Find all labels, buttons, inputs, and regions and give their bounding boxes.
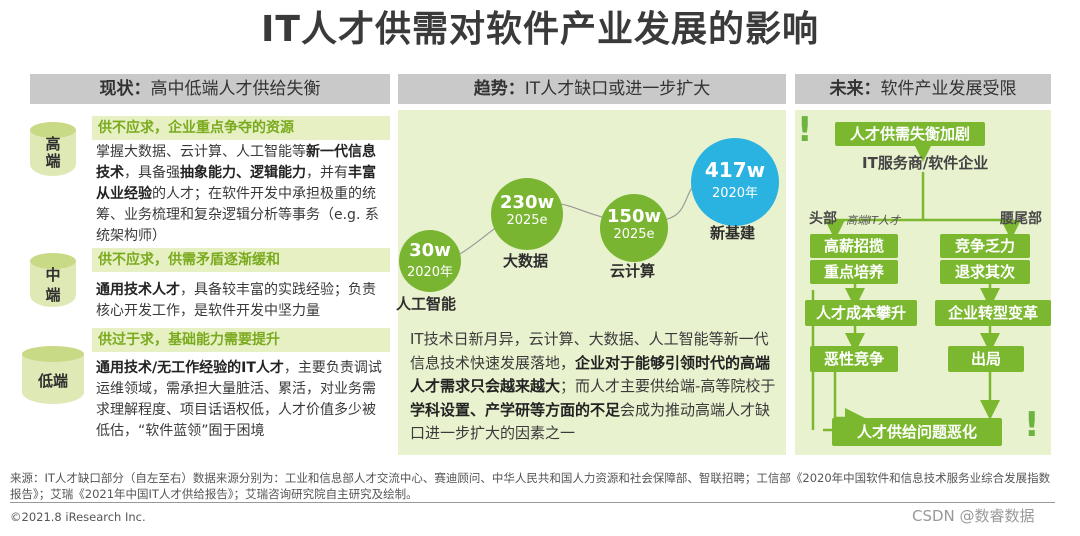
copyright: ©2021.8 iResearch Inc. — [10, 510, 146, 524]
label-tail: 腰尾部 — [1000, 211, 1042, 227]
label-head: 头部 — [809, 211, 837, 227]
block-mid: 供不应求，供需矛盾逐渐缓和 通用技术人才，具备较丰富的实践经验；负责核心开发工作… — [92, 248, 390, 322]
right-subtitle: IT服务商/软件企业 — [862, 154, 989, 172]
bubble-cloud-label: 云计算 — [610, 262, 656, 280]
header-future-text: 软件产业发展受限 — [880, 79, 1017, 99]
bubble-ai: 30w 2020年 — [399, 230, 461, 292]
tier-label-high: 高端 — [45, 135, 61, 170]
body-text: 会成为推动高端人才缺口进一步扩大的因素之一 — [410, 400, 771, 443]
body-text: 掌握大数据、云计算、人工智能等 — [96, 144, 306, 160]
box-vicious-competition: 恶性竞争 — [810, 346, 898, 372]
cylinder-high-icon: 高端 — [30, 122, 76, 176]
alert-bottom-icon: ! — [1024, 405, 1040, 445]
header-future: 未来：软件产业发展受限 — [795, 74, 1051, 104]
bubble-ai-value: 30w — [409, 240, 451, 261]
page-title: IT人才供需对软件产业发展的影响 — [261, 9, 819, 50]
box-exit: 出局 — [948, 346, 1024, 372]
body-text: ，主要负责调试运维领域，需承担大量脏活、累活，对业务需求理解程度、项目话语权低，… — [96, 360, 382, 439]
box-key-training: 重点培养 — [810, 260, 898, 284]
block-low: 供过于求，基础能力需要提升 通用技术/无工作经验的IT人才，主要负责调试运维领域… — [92, 328, 390, 442]
bubble-cloud-year: 2025e — [613, 227, 655, 242]
emphasis-text: 通用技术人才 — [96, 282, 180, 298]
header-status-text: 高中低端人才供给失衡 — [150, 79, 321, 99]
bubble-bigdata-year: 2025e — [506, 213, 548, 228]
cylinder-low-icon: 低端 — [22, 346, 84, 404]
bubble-newinfra-label: 新基建 — [710, 224, 756, 242]
bubble-bigdata-label: 大数据 — [503, 252, 549, 270]
body-text: ，具备强 — [124, 165, 180, 181]
header-trend: 趋势：IT人才缺口或进一步扩大 — [398, 74, 786, 104]
header-future-key: 未来： — [829, 79, 881, 99]
emphasis-text: 通用技术/无工作经验的IT人才 — [96, 360, 284, 376]
alert-top-icon: ! — [797, 110, 813, 150]
tier-label-low: 低端 — [37, 372, 68, 390]
tier-mid: 中端 — [22, 253, 84, 307]
arrow-note: 高端IT人才 — [846, 214, 900, 227]
body-text: ，具备较丰富的实践经验；负责核心开发工作，是软件开发中坚力量 — [96, 282, 376, 319]
tier-label-mid: 中端 — [45, 266, 61, 304]
bubble-cloud: 150w 2025e — [600, 194, 668, 262]
bubble-cloud-value: 150w — [606, 206, 662, 227]
bubble-newinfra: 417w 2020年 — [691, 138, 779, 226]
body-text: ；而人才主要供给端-高等院校于 — [560, 377, 776, 395]
box-cost-rise: 人才成本攀升 — [805, 300, 917, 326]
cylinder-mid-icon: 中端 — [30, 253, 76, 307]
header-status: 现状：高中低端人才供给失衡 — [30, 74, 390, 104]
box-transformation: 企业转型变革 — [935, 300, 1051, 326]
box-imbalance: 人才供需失衡加剧 — [835, 122, 985, 146]
bubble-newinfra-value: 417w — [704, 158, 766, 182]
watermark: CSDN @数睿数据 — [912, 507, 1035, 525]
bubble-ai-year: 2020年 — [406, 265, 454, 280]
body-text: IT技术日新月异，云计算、大数据、人工智能等新一代信息技术快速发展落地， — [410, 330, 769, 372]
footer-divider — [10, 502, 1055, 503]
header-trend-text: IT人才缺口或进一步扩大 — [524, 79, 711, 99]
emphasis-text: 新一代信息技术 — [96, 144, 376, 181]
block-mid-heading: 供不应求，供需矛盾逐渐缓和 — [92, 248, 390, 272]
header-trend-key: 趋势： — [473, 79, 525, 99]
bubble-ai-label: 人工智能 — [396, 295, 457, 313]
block-high-heading: 供不应求，企业重点争夺的资源 — [92, 116, 390, 140]
body-text: 的人才；在软件开发中承担极重的统筹、业务梳理和复杂逻辑分析等事务（e.g. 系统… — [96, 186, 379, 244]
block-mid-text: 通用技术人才，具备较丰富的实践经验；负责核心开发工作，是软件开发中坚力量 — [92, 272, 390, 322]
box-second-best: 退求其次 — [940, 260, 1030, 284]
block-low-heading: 供过于求，基础能力需要提升 — [92, 328, 390, 352]
emphasis-text: 企业对于能够引领时代的高端人才需求只会越来越大 — [410, 353, 771, 396]
emphasis-text: 丰富从业经验 — [96, 165, 376, 202]
header-status-key: 现状： — [99, 79, 151, 99]
emphasis-text: 学科设置、产学研等方面的不足 — [410, 400, 621, 419]
block-high-text: 掌握大数据、云计算、人工智能等新一代信息技术，具备强抽象能力、逻辑能力，并有丰富… — [92, 140, 390, 247]
bubble-bigdata: 230w 2025e — [491, 178, 563, 250]
bubble-bigdata-value: 230w — [499, 192, 555, 213]
bubble-newinfra-year: 2020年 — [711, 186, 759, 201]
block-high: 供不应求，企业重点争夺的资源 掌握大数据、云计算、人工智能等新一代信息技术，具备… — [92, 116, 390, 247]
emphasis-text: 抽象能力、逻辑能力 — [180, 165, 306, 181]
source-note: 来源：IT人才缺口部分（自左至右）数据来源分别为：工业和信息部人才交流中心、赛迪… — [10, 471, 1051, 501]
trend-description: IT技术日新月异，云计算、大数据、人工智能等新一代信息技术快速发展落地，企业对于… — [410, 328, 780, 446]
block-low-text: 通用技术/无工作经验的IT人才，主要负责调试运维领域，需承担大量脏活、累活，对业… — [92, 352, 390, 442]
box-high-pay: 高薪招揽 — [810, 234, 898, 258]
box-worsening: 人才供给问题恶化 — [832, 418, 1002, 446]
trend-connector — [427, 179, 699, 266]
tier-high: 高端 — [22, 122, 84, 176]
tier-low: 低端 — [22, 346, 84, 404]
box-weak-competition: 竞争乏力 — [940, 234, 1030, 258]
body-text: ，并有 — [306, 165, 348, 181]
